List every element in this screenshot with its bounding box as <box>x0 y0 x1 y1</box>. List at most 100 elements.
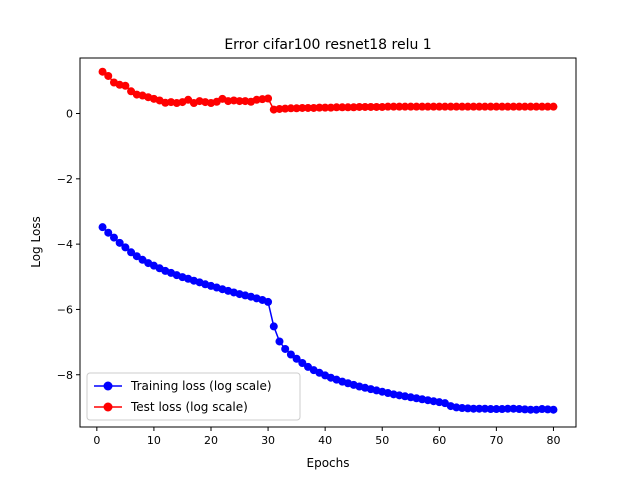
data-point-test <box>498 102 507 111</box>
data-point-test <box>321 103 330 112</box>
data-point-training <box>104 228 113 237</box>
y-axis-label: Log Loss <box>29 216 43 268</box>
y-axis-ticks: 0 −2 −4 −6 −8 <box>57 108 80 382</box>
x-tick-label: 80 <box>546 434 560 447</box>
x-tick-label: 70 <box>489 434 503 447</box>
x-tick-label: 30 <box>261 434 275 447</box>
data-point-training <box>121 243 130 252</box>
data-point-training <box>132 252 141 261</box>
data-point-test <box>366 102 375 111</box>
data-point-test <box>98 67 107 76</box>
data-point-test <box>441 102 450 111</box>
data-point-test <box>503 102 512 111</box>
data-point-test <box>423 102 432 111</box>
y-tick-label: −6 <box>57 303 73 316</box>
data-point-test <box>281 104 290 113</box>
data-point-test <box>486 102 495 111</box>
legend-label-training: Training loss (log scale) <box>130 379 272 393</box>
data-point-training <box>264 297 273 306</box>
data-point-training <box>458 404 467 413</box>
data-point-test <box>395 102 404 111</box>
data-point-test <box>235 97 244 106</box>
data-point-training <box>520 405 529 414</box>
data-point-test <box>104 71 113 80</box>
y-tick-label: 0 <box>66 108 73 121</box>
x-tick-label: 40 <box>318 434 332 447</box>
data-point-training <box>475 404 484 413</box>
data-point-test <box>292 104 301 113</box>
data-point-test <box>349 103 358 112</box>
data-point-test <box>121 81 130 90</box>
data-point-training <box>492 405 501 414</box>
plot-area <box>79 57 577 428</box>
data-point-test <box>332 103 341 112</box>
data-point-test <box>452 102 461 111</box>
series-layer <box>98 67 558 414</box>
data-point-training <box>98 223 107 232</box>
data-point-test <box>435 102 444 111</box>
data-point-test <box>309 103 318 112</box>
data-point-training <box>275 337 284 346</box>
data-point-training <box>109 233 118 242</box>
data-point-test <box>401 102 410 111</box>
data-point-training <box>503 404 512 413</box>
data-point-test <box>315 103 324 112</box>
data-point-training <box>480 404 489 413</box>
data-point-test <box>532 102 541 111</box>
data-point-test <box>520 102 529 111</box>
data-point-test <box>475 102 484 111</box>
data-point-training <box>486 405 495 414</box>
data-point-test <box>304 103 313 112</box>
data-point-test <box>275 104 284 113</box>
data-point-test <box>463 102 472 111</box>
data-point-test <box>480 102 489 111</box>
legend-marker-test <box>103 402 113 412</box>
data-point-training <box>549 405 558 414</box>
data-point-test <box>389 102 398 111</box>
data-point-training <box>281 344 290 353</box>
data-point-test <box>418 102 427 111</box>
x-tick-label: 50 <box>375 434 389 447</box>
data-point-training <box>526 405 535 414</box>
data-point-test <box>372 102 381 111</box>
data-point-test <box>286 104 295 113</box>
y-tick-label: −2 <box>57 173 73 186</box>
data-point-training <box>498 405 507 414</box>
y-tick-label: −8 <box>57 369 73 382</box>
data-point-test <box>549 102 558 111</box>
data-point-test <box>429 102 438 111</box>
legend-label-test: Test loss (log scale) <box>130 400 248 414</box>
data-point-test <box>526 102 535 111</box>
data-point-test <box>383 102 392 111</box>
data-point-training <box>509 404 518 413</box>
data-point-training <box>127 248 136 257</box>
data-point-training <box>286 350 295 359</box>
data-point-test <box>515 102 524 111</box>
data-point-test <box>355 102 364 111</box>
x-axis-ticks: 0 10 20 30 40 50 60 70 80 <box>93 427 560 447</box>
data-point-test <box>338 103 347 112</box>
data-point-test <box>492 102 501 111</box>
data-point-test <box>361 102 370 111</box>
data-point-test <box>412 102 421 111</box>
chart-title: Error cifar100 resnet18 relu 1 <box>224 37 431 53</box>
x-tick-label: 0 <box>93 434 100 447</box>
data-point-training <box>292 354 301 363</box>
data-point-test <box>458 102 467 111</box>
data-point-training <box>538 405 547 414</box>
legend-box <box>86 372 301 421</box>
data-point-training <box>543 405 552 414</box>
x-axis-label: Epochs <box>307 456 350 470</box>
y-tick-label: −4 <box>57 238 73 251</box>
data-point-training <box>269 322 278 331</box>
data-point-test <box>509 102 518 111</box>
data-point-test <box>298 103 307 112</box>
data-point-test <box>343 103 352 112</box>
data-point-test <box>469 102 478 111</box>
data-point-test <box>406 102 415 111</box>
data-point-test <box>446 102 455 111</box>
legend: Training loss (log scale) Test loss (log… <box>86 372 301 421</box>
data-point-test <box>264 94 273 103</box>
data-point-test <box>326 103 335 112</box>
x-tick-label: 10 <box>147 434 161 447</box>
